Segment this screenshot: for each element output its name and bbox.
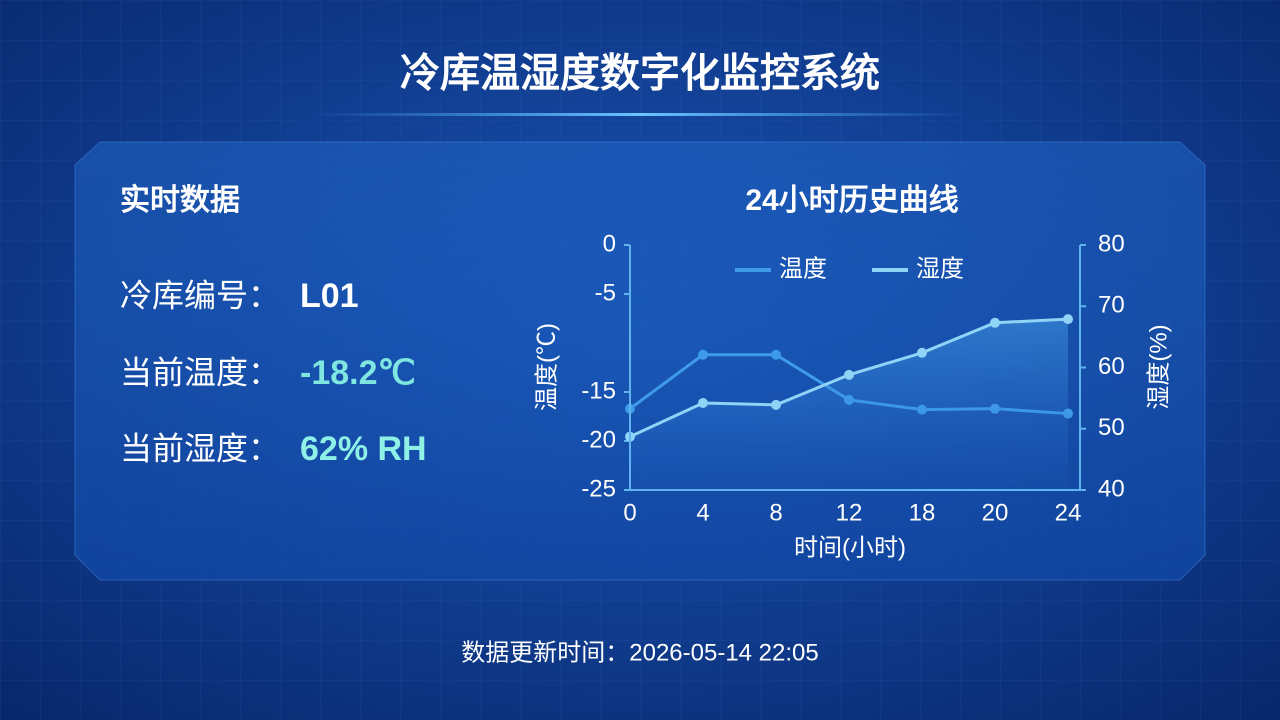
y2-tick-label: 80 (1098, 230, 1125, 257)
point (771, 349, 781, 360)
y-tick-label: -20 (581, 426, 616, 453)
chart-title: 24小时历史曲线 (745, 184, 958, 217)
point (844, 369, 854, 380)
y2-tick-label: 50 (1098, 414, 1125, 441)
y2-tick-label: 70 (1098, 292, 1125, 319)
point (917, 347, 927, 358)
y2-tick-label: 40 (1098, 475, 1125, 502)
x-tick-label: 12 (836, 499, 863, 526)
y-tick-label: -5 (595, 279, 616, 306)
y-tick-label: -25 (581, 475, 616, 502)
x-tick-label: 20 (982, 499, 1009, 526)
title-underline (310, 113, 970, 116)
page-title: 冷库温湿度数字化监控系统 (400, 52, 880, 96)
point (698, 398, 708, 409)
y2-tick-label: 60 (1098, 353, 1125, 380)
y-axis-label: 温度(℃) (533, 323, 560, 411)
legend-label: 湿度 (916, 255, 964, 282)
item-value: L01 (300, 277, 359, 315)
point (698, 349, 708, 360)
chart: 0 -5 -15 -20 -25 80 70 60 50 40 0 4 8 12 18 20 24 温度 湿度 (581, 230, 1124, 526)
x-tick-label: 0 (623, 499, 636, 526)
x-tick-label: 24 (1055, 499, 1082, 526)
item-label: 当前温度： (120, 354, 280, 390)
update-time: 数据更新时间：2026-05-14 22:05 (461, 639, 819, 666)
item-value: -18.2℃ (300, 354, 416, 392)
y-tick-label: -15 (581, 377, 616, 404)
y2-axis-label: 湿度(%) (1145, 324, 1172, 409)
item-label: 当前湿度： (120, 430, 280, 466)
area (630, 319, 1068, 490)
x-tick-label: 4 (696, 499, 709, 526)
item-label: 冷库编号： (120, 277, 280, 313)
x-tick-label: 8 (769, 499, 782, 526)
realtime-title: 实时数据 (120, 183, 240, 217)
legend-label: 温度 (779, 255, 827, 282)
x-tick-label: 18 (909, 499, 936, 526)
point (990, 317, 1000, 328)
item-value: 62% RH (300, 430, 427, 468)
x-axis-label: 时间(小时) (794, 534, 906, 561)
point (771, 399, 781, 410)
point (1063, 314, 1073, 325)
y-tick-label: 0 (603, 230, 616, 257)
